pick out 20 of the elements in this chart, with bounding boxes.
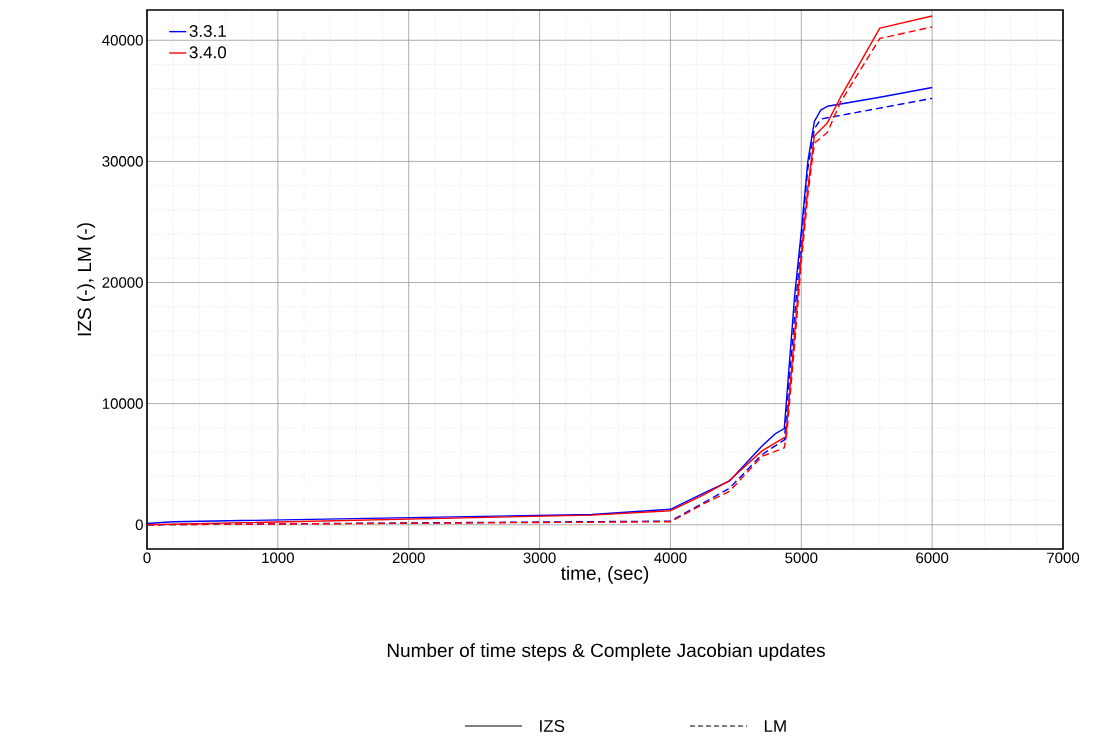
x-tick-label: 5000 [785, 552, 818, 564]
x-tick-label: 4000 [654, 552, 687, 564]
x-axis-title: time, (sec) [560, 565, 649, 584]
y-tick-label: 0 [135, 519, 143, 531]
x-tick-label: 7000 [1047, 552, 1080, 564]
y-axis-title: IZS (-), LM (-) [77, 223, 95, 336]
x-tick-label: 2000 [392, 552, 425, 564]
text: Number of time steps & Complete Jacobian updates [387, 643, 825, 661]
y-tick-label: 10000 [102, 398, 143, 409]
legend-label: 3.4.0 [189, 46, 227, 59]
x-tick-label: 6000 [916, 552, 949, 564]
text: LM [764, 720, 786, 732]
text: IZS [540, 719, 565, 733]
y-tick-label: 30000 [102, 156, 143, 167]
legend-label: 3.3.1 [189, 24, 226, 37]
x-tick-label: 0 [143, 552, 151, 564]
y-tick-label: 40000 [102, 34, 143, 46]
y-tick-label: 20000 [102, 277, 143, 288]
x-tick-label: 1000 [262, 552, 294, 564]
x-tick-label: 3000 [523, 552, 556, 564]
